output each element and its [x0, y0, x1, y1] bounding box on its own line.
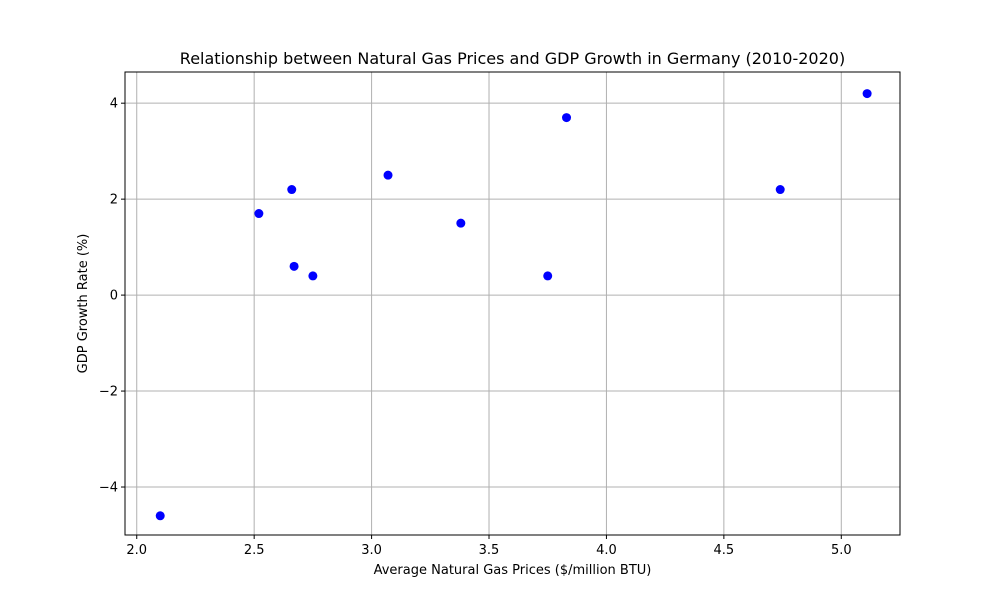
y-tick-label: 2	[110, 193, 118, 208]
scatter-point	[155, 511, 165, 521]
scatter-point	[543, 271, 553, 281]
plot-area-frame	[124, 71, 901, 536]
scatter-point	[287, 185, 297, 195]
x-tick-label: 3.5	[479, 543, 500, 558]
y-tick-label: 0	[110, 289, 118, 304]
x-tick-label: 5.0	[831, 543, 852, 558]
x-tick-label: 4.5	[714, 543, 735, 558]
y-axis-label: GDP Growth Rate (%)	[76, 234, 91, 374]
chart-title: Relationship between Natural Gas Prices …	[180, 49, 845, 68]
axis-ticks: 2.0 2.5 3.0 3.5 4.0 4.5 5.0 −4 −2 0 2 4	[99, 97, 852, 558]
x-tick-label: 4.0	[596, 543, 617, 558]
data-points	[155, 89, 872, 521]
x-tick-label: 2.0	[126, 543, 147, 558]
x-tick-label: 3.0	[361, 543, 382, 558]
scatter-point	[456, 218, 466, 228]
x-axis-label: Average Natural Gas Prices ($/million BT…	[374, 563, 652, 578]
scatter-point	[862, 89, 872, 99]
y-tick-label: 4	[110, 97, 118, 112]
scatter-point	[562, 113, 572, 123]
y-tick-label: −2	[99, 385, 118, 400]
scatter-point	[775, 185, 785, 195]
scatter-point	[308, 271, 318, 281]
y-tick-label: −4	[99, 481, 118, 496]
scatter-point	[254, 209, 264, 219]
grid-lines	[125, 72, 900, 535]
scatter-point	[289, 261, 299, 271]
scatter-point	[383, 170, 393, 180]
x-tick-label: 2.5	[244, 543, 265, 558]
